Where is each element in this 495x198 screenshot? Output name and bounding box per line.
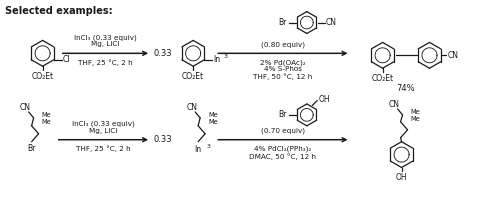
Text: In: In (213, 55, 220, 64)
Text: Selected examples:: Selected examples: (4, 6, 112, 16)
Text: 0.33: 0.33 (153, 135, 172, 144)
Text: Me: Me (410, 116, 420, 122)
Text: InCl₃ (0.33 equiv): InCl₃ (0.33 equiv) (72, 121, 135, 127)
Text: Me: Me (42, 119, 51, 125)
Text: 3: 3 (223, 54, 227, 59)
Text: 4% S-Phos: 4% S-Phos (264, 66, 302, 72)
Text: CN: CN (447, 51, 458, 60)
Text: DMAC, 50 °C, 12 h: DMAC, 50 °C, 12 h (249, 153, 316, 160)
Text: OH: OH (396, 173, 407, 182)
Text: Me: Me (410, 109, 420, 115)
Text: CN: CN (326, 18, 337, 27)
Text: OH: OH (318, 95, 330, 104)
Text: 2% Pd(OAc)₂: 2% Pd(OAc)₂ (260, 59, 306, 66)
Text: CN: CN (389, 100, 400, 109)
Text: CO₂Et: CO₂Et (182, 72, 204, 81)
Text: Cl: Cl (63, 55, 70, 64)
Text: THF, 25 °C, 2 h: THF, 25 °C, 2 h (76, 145, 131, 152)
Text: Br: Br (279, 110, 287, 119)
Text: InCl₃ (0.33 equiv): InCl₃ (0.33 equiv) (74, 34, 137, 41)
Text: CO₂Et: CO₂Et (32, 72, 53, 81)
Text: Me: Me (208, 119, 218, 125)
Text: 74%: 74% (396, 84, 415, 93)
Text: Br: Br (27, 144, 36, 153)
Text: Me: Me (208, 112, 218, 118)
Text: Me: Me (42, 112, 51, 118)
Text: 4% PdCl₂(PPh₃)₂: 4% PdCl₂(PPh₃)₂ (254, 145, 311, 152)
Text: (0.80 equiv): (0.80 equiv) (261, 41, 305, 48)
Text: CN: CN (20, 103, 31, 112)
Text: (0.70 equiv): (0.70 equiv) (261, 128, 305, 134)
Text: THF, 25 °C, 2 h: THF, 25 °C, 2 h (78, 59, 133, 66)
Text: Br: Br (279, 18, 287, 27)
Text: Mg, LiCl: Mg, LiCl (91, 41, 120, 47)
Text: THF, 50 °C, 12 h: THF, 50 °C, 12 h (253, 73, 312, 80)
Text: 3: 3 (206, 144, 210, 149)
Text: CN: CN (187, 103, 198, 112)
Text: Mg, LiCl: Mg, LiCl (89, 128, 118, 134)
Text: CO₂Et: CO₂Et (372, 74, 394, 83)
Text: In: In (195, 145, 201, 154)
Text: 0.33: 0.33 (153, 49, 172, 58)
